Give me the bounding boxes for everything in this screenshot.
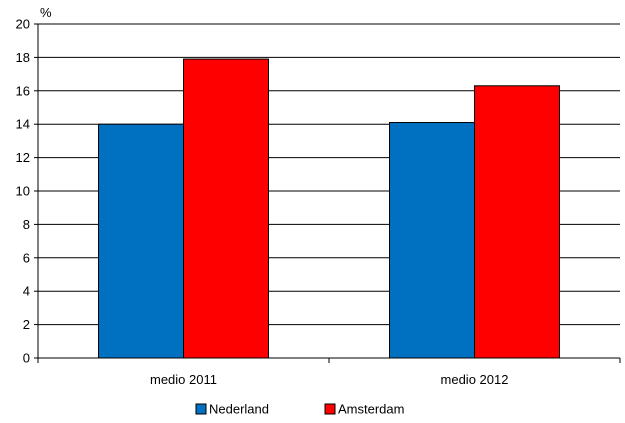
y-axis-ticks: 0 2 4 6 8 10 12 14 16 18 20 <box>16 17 38 366</box>
y-tick-label: 10 <box>16 184 30 199</box>
y-axis-unit-label: % <box>40 5 52 20</box>
legend-swatch-nederland <box>195 403 207 415</box>
bar-amsterdam-1 <box>474 85 560 359</box>
y-tick-label: 20 <box>16 17 30 32</box>
y-tick-label: 6 <box>23 250 30 265</box>
bar-nederland-1 <box>389 122 475 359</box>
y-tick-label: 8 <box>23 217 30 232</box>
x-axis-categories: medio 2011 medio 2012 <box>150 372 508 387</box>
legend-swatch-amsterdam <box>324 403 336 415</box>
y-tick-label: 12 <box>16 150 30 165</box>
y-tick-label: 2 <box>23 317 30 332</box>
bars <box>98 58 560 359</box>
y-tick-label: 4 <box>23 284 30 299</box>
y-tick-label: 16 <box>16 83 30 98</box>
y-tick-label: 18 <box>16 50 30 65</box>
bar-nederland-0 <box>98 123 184 359</box>
y-tick-label: 0 <box>23 351 30 366</box>
bar-amsterdam-0 <box>183 58 269 359</box>
x-category-label: medio 2012 <box>441 372 509 387</box>
y-tick-label: 14 <box>16 117 30 132</box>
legend-label-amsterdam: Amsterdam <box>338 402 404 417</box>
axes <box>37 24 621 363</box>
x-category-label: medio 2011 <box>150 372 217 387</box>
legend: Nederland Amsterdam <box>195 402 404 417</box>
legend-label-nederland: Nederland <box>209 402 269 417</box>
